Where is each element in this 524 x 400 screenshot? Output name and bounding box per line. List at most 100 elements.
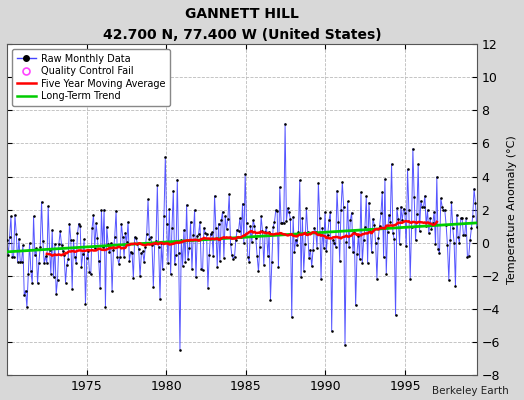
Point — [54, 241, 63, 247]
Point — [84, 248, 92, 254]
Point — [285, 209, 293, 216]
Point — [258, 228, 267, 234]
Point — [263, 224, 271, 230]
Point — [399, 205, 408, 212]
Point — [113, 254, 122, 260]
Point — [49, 274, 58, 280]
Point — [365, 199, 373, 206]
Point — [144, 196, 152, 203]
Point — [19, 242, 27, 248]
Point — [205, 252, 213, 258]
Point — [451, 283, 460, 289]
Point — [435, 250, 444, 256]
Point — [165, 206, 173, 212]
Point — [184, 256, 192, 262]
Point — [174, 250, 183, 256]
Point — [465, 253, 473, 259]
Point — [359, 237, 368, 243]
Point — [222, 226, 231, 232]
Point — [145, 236, 154, 242]
Point — [217, 217, 225, 224]
Point — [438, 204, 446, 210]
Point — [201, 230, 210, 236]
Point — [29, 213, 38, 220]
Point — [224, 216, 232, 222]
Point — [273, 208, 281, 214]
Point — [290, 249, 299, 255]
Point — [187, 218, 195, 225]
Point — [199, 267, 207, 274]
Point — [167, 271, 175, 278]
Point — [381, 176, 389, 182]
Point — [231, 254, 239, 260]
Point — [379, 254, 388, 260]
Point — [277, 220, 285, 226]
Point — [124, 219, 132, 225]
Point — [4, 252, 13, 258]
Point — [367, 249, 376, 255]
Point — [282, 218, 291, 224]
Point — [430, 208, 439, 215]
Point — [254, 268, 263, 275]
Point — [352, 302, 360, 309]
Y-axis label: Temperature Anomaly (°C): Temperature Anomaly (°C) — [507, 135, 517, 284]
Point — [193, 233, 201, 239]
Point — [132, 235, 140, 241]
Point — [459, 232, 467, 239]
Point — [443, 242, 452, 249]
Point — [162, 220, 171, 227]
Point — [387, 161, 396, 167]
Point — [21, 288, 30, 294]
Point — [385, 212, 393, 218]
Point — [261, 229, 269, 235]
Point — [423, 207, 432, 213]
Point — [219, 208, 227, 215]
Point — [386, 218, 395, 225]
Point — [67, 237, 75, 243]
Point — [71, 254, 79, 260]
Point — [236, 215, 244, 222]
Point — [173, 176, 181, 183]
Point — [157, 240, 166, 246]
Point — [312, 228, 320, 235]
Point — [47, 270, 55, 277]
Point — [315, 215, 324, 221]
Point — [446, 237, 454, 244]
Point — [225, 191, 233, 197]
Point — [241, 171, 249, 177]
Point — [303, 229, 312, 235]
Point — [305, 255, 313, 262]
Point — [373, 275, 381, 282]
Point — [268, 259, 276, 265]
Point — [229, 255, 237, 262]
Point — [239, 240, 248, 246]
Point — [143, 231, 151, 237]
Point — [361, 224, 369, 230]
Point — [245, 258, 254, 265]
Point — [246, 222, 255, 229]
Point — [37, 199, 46, 205]
Point — [27, 268, 35, 275]
Point — [341, 342, 349, 348]
Point — [9, 254, 18, 260]
Point — [250, 222, 259, 229]
Point — [109, 247, 117, 254]
Point — [44, 203, 52, 210]
Point — [309, 247, 317, 253]
Point — [274, 264, 282, 270]
Point — [447, 199, 456, 205]
Point — [136, 273, 144, 280]
Point — [92, 220, 100, 226]
Point — [158, 266, 167, 272]
Point — [402, 243, 410, 250]
Point — [101, 303, 110, 310]
Point — [345, 244, 353, 250]
Point — [338, 179, 346, 185]
Point — [456, 215, 465, 222]
Point — [453, 211, 461, 218]
Point — [200, 224, 208, 231]
Point — [133, 240, 141, 247]
Point — [86, 271, 95, 278]
Point — [10, 212, 19, 218]
Point — [63, 262, 71, 268]
